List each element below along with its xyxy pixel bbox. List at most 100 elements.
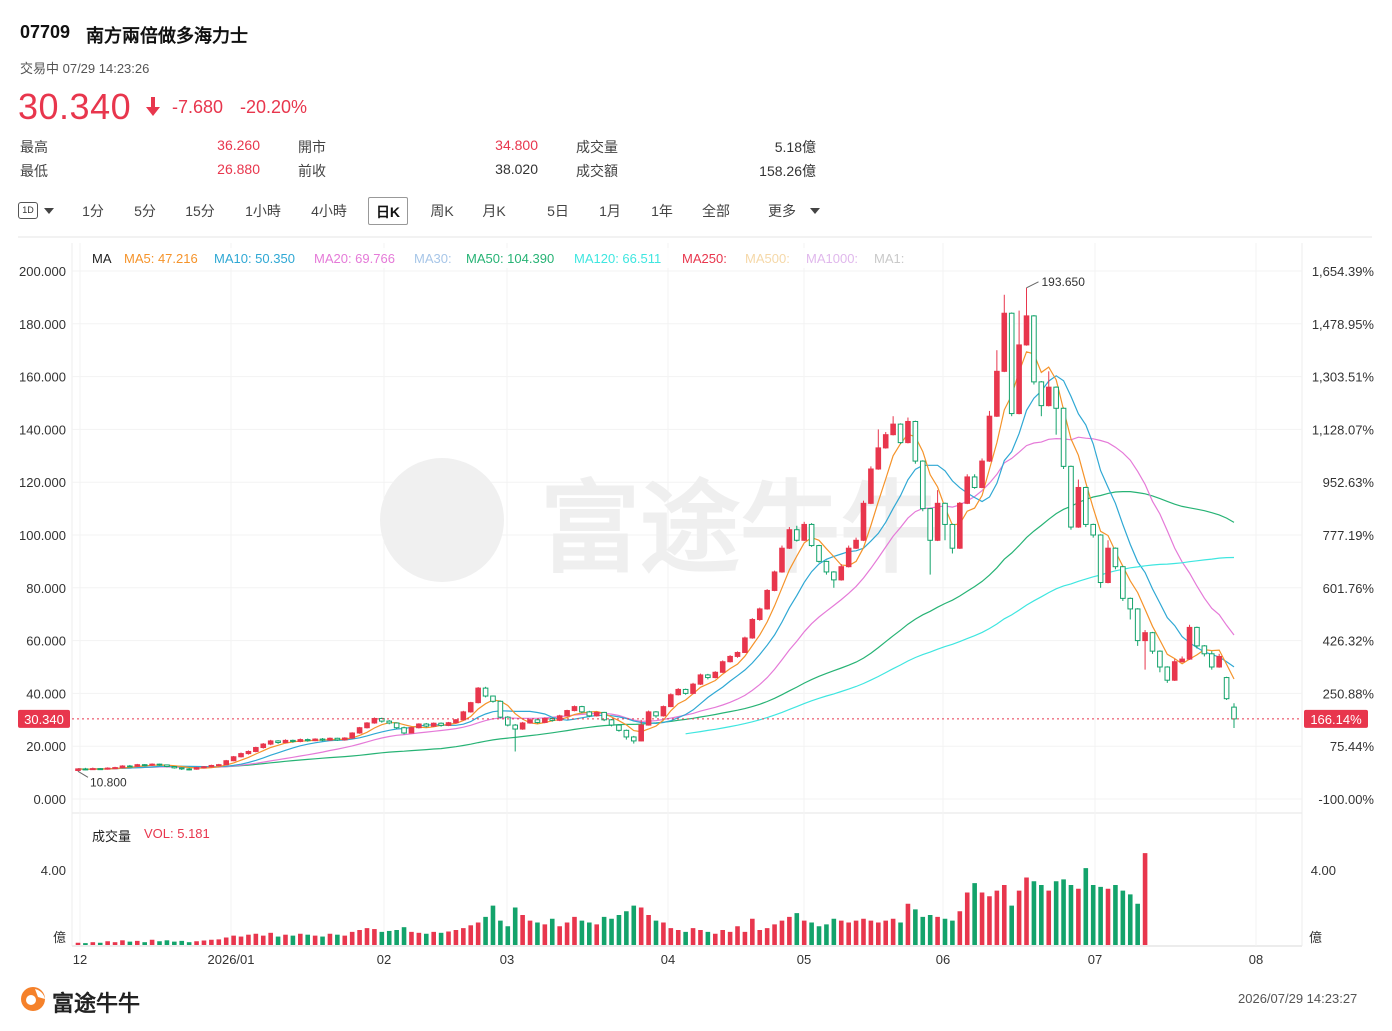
- tab-1year[interactable]: 1年: [651, 203, 673, 219]
- volume-bar: [105, 941, 110, 945]
- volume-bar: [594, 924, 600, 945]
- volume-bar: [816, 926, 822, 945]
- candle-body: [141, 764, 148, 767]
- volume-bar: [423, 933, 429, 945]
- volume-bar: [246, 934, 251, 945]
- low-marker-line: [77, 770, 89, 778]
- volume-bar: [764, 928, 770, 945]
- high-value: 36.260: [217, 137, 260, 153]
- volume-bar: [831, 918, 837, 945]
- y-tick-label: 60.000: [26, 634, 66, 649]
- volume-bar: [838, 920, 844, 945]
- volume-bar: [913, 909, 918, 945]
- candle-body: [245, 750, 252, 755]
- volume-bar: [720, 930, 725, 945]
- candle-body: [1186, 626, 1193, 660]
- volume-bar: [483, 916, 488, 945]
- candle-body: [971, 476, 978, 488]
- period-type-icon[interactable]: 1D: [18, 202, 38, 219]
- y-tick-label: 0.000: [33, 792, 66, 807]
- volume-bar: [401, 927, 407, 945]
- tab-monthly[interactable]: 月K: [482, 203, 506, 219]
- candle-body: [186, 768, 192, 771]
- volume-bar: [727, 931, 733, 945]
- candle-body: [653, 711, 659, 717]
- tab-5day[interactable]: 5日: [547, 203, 569, 219]
- volume-value: 5.18億: [774, 139, 816, 155]
- candle-body: [734, 651, 741, 657]
- volume-bar: [979, 892, 985, 945]
- volume-bar: [453, 930, 459, 945]
- candle-body: [1060, 407, 1067, 467]
- volume-bar: [490, 905, 496, 945]
- volume-bar: [83, 943, 88, 945]
- ma-legend: MA MA5: 47.216 MA10: 50.350 MA20: 69.766 MA3…: [84, 248, 910, 268]
- candle-body: [1149, 632, 1156, 652]
- tab-1month[interactable]: 1月: [599, 203, 621, 219]
- volume-bar: [624, 911, 629, 945]
- volume-tick-left: 4.00: [41, 863, 66, 878]
- candle-body: [119, 765, 126, 769]
- y-right-tick-label: -100.00%: [1318, 792, 1374, 807]
- candle-body: [490, 695, 496, 702]
- volume-bar: [1105, 888, 1111, 945]
- tab-1min[interactable]: 1分: [82, 203, 104, 219]
- candle-body: [445, 722, 452, 726]
- tab-all[interactable]: 全部: [702, 203, 730, 219]
- candle-body: [579, 706, 585, 713]
- volume-bar: [342, 935, 348, 945]
- more-menu[interactable]: 更多: [768, 203, 796, 219]
- legend-ma20: MA20: 69.766: [314, 251, 395, 266]
- candle-body: [727, 655, 733, 663]
- tab-4hour[interactable]: 4小時: [311, 203, 347, 219]
- y-tick-label: 160.000: [19, 370, 66, 385]
- candle-body: [164, 764, 170, 768]
- last-price-tag: [18, 709, 70, 728]
- chevron-down-icon[interactable]: [44, 208, 54, 214]
- candle-body: [304, 739, 311, 742]
- ma5-line: [77, 351, 1235, 770]
- candle-body: [779, 547, 785, 573]
- volume-bar: [675, 930, 681, 945]
- candle-body: [364, 722, 370, 729]
- candle-body: [719, 661, 726, 673]
- candle-body: [690, 683, 696, 694]
- candle-body: [905, 420, 911, 444]
- candle-body: [868, 468, 874, 504]
- y-tick-label: 40.000: [26, 686, 66, 701]
- tab-1hour[interactable]: 1小時: [245, 203, 281, 219]
- candle-body: [290, 739, 296, 742]
- candle-body: [238, 753, 244, 758]
- candle-body: [593, 711, 600, 717]
- candle-body: [927, 508, 933, 541]
- legend-ma1: MA1:: [874, 251, 904, 266]
- volume-bar: [275, 936, 281, 945]
- tab-15min[interactable]: 15分: [185, 203, 215, 219]
- volume-bar: [379, 931, 385, 945]
- volume-bar: [438, 932, 444, 945]
- volume-bar: [209, 939, 214, 945]
- volume-bar: [149, 939, 155, 945]
- candle-body: [964, 476, 971, 504]
- candle-body: [453, 719, 459, 724]
- volume-bar: [683, 931, 688, 945]
- volume-unit-left: 億: [53, 930, 66, 945]
- candle-body: [986, 415, 993, 462]
- volume-bar: [335, 934, 340, 945]
- volume-bar: [260, 935, 266, 945]
- tab-weekly[interactable]: 周K: [430, 203, 454, 219]
- volume-bar: [1076, 888, 1081, 945]
- legend-ma120: MA120: 66.511: [574, 251, 661, 266]
- tab-daily[interactable]: 日K: [368, 197, 408, 225]
- down-arrow-icon: [146, 97, 160, 116]
- candle-body: [1082, 486, 1089, 525]
- x-tick-label: 02: [377, 952, 391, 967]
- candle-body: [1157, 650, 1163, 668]
- candle-body: [149, 763, 155, 766]
- tab-5min[interactable]: 5分: [134, 203, 156, 219]
- volume-bar: [1031, 881, 1037, 945]
- chevron-down-icon[interactable]: [810, 208, 820, 214]
- candle-body: [282, 739, 289, 744]
- candle-body: [979, 460, 985, 488]
